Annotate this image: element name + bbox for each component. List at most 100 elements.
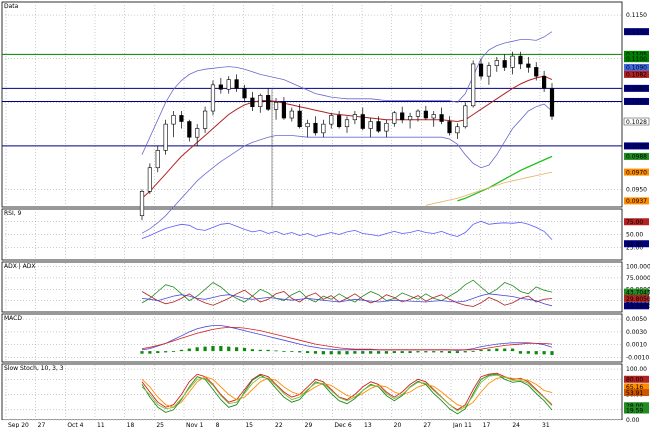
panel-frame-0: [1, 1, 623, 208]
price-tag-box: [624, 152, 649, 160]
x-tick-label: 15: [245, 422, 253, 428]
y-tick-label: 0.00: [626, 417, 640, 424]
candle-body: [337, 115, 342, 128]
candle-body: [218, 84, 223, 90]
candle-body: [187, 121, 192, 138]
candle-body: [439, 114, 444, 122]
stoch-tag: 80.00: [626, 377, 643, 384]
candle-body: [518, 55, 523, 65]
macd-histogram-bar: [432, 351, 436, 353]
macd-histogram-bar: [337, 351, 341, 355]
x-tick-label: 25: [156, 422, 164, 428]
x-tick-label: 27: [423, 422, 431, 428]
macd-histogram-bar: [542, 351, 546, 355]
bollinger-upper-line: [141, 31, 553, 155]
candle-body: [273, 102, 279, 110]
macd-histogram-bar: [250, 349, 254, 352]
candle-body: [329, 115, 334, 125]
macd-histogram-bar: [526, 351, 530, 354]
x-tick-label: 24: [512, 422, 520, 428]
candle-body: [392, 112, 397, 124]
candle-body: [305, 122, 310, 128]
macd-histogram-bar: [305, 351, 310, 354]
candle-body: [226, 79, 231, 90]
macd-histogram-bar: [179, 349, 184, 352]
x-tick-label: Jan 11: [452, 422, 472, 428]
macd-histogram-bar: [219, 346, 223, 352]
price-tag-box: [624, 28, 649, 36]
candle-body: [321, 123, 326, 134]
price-tag-box: [624, 50, 649, 58]
price-tag: 0.1051: [626, 99, 647, 106]
stoch-line-1: [141, 376, 553, 408]
y-tick-label: 25.00: [626, 244, 643, 251]
adx-line-2: [141, 293, 553, 307]
macd-histogram-bar: [455, 351, 459, 354]
macd-histogram-bar: [463, 351, 467, 353]
y-tick-label: -0.0010: [626, 355, 649, 362]
price-tag: 0.0937: [626, 198, 647, 205]
macd-histogram-bar: [440, 351, 444, 353]
macd-histogram-bar: [353, 351, 357, 354]
price-tag: 0.0970: [626, 169, 647, 176]
candle-body: [407, 115, 413, 121]
price-tag: 0.1131: [626, 29, 647, 36]
price-tag: 0.1082: [626, 72, 647, 79]
macd-histogram-bar: [187, 348, 191, 352]
candle-body: [510, 55, 515, 68]
candle-body: [352, 114, 357, 121]
candle-body: [549, 88, 555, 117]
macd-histogram-bar: [369, 351, 373, 354]
candle-body: [526, 63, 531, 68]
y-tick-label: 50.00: [626, 232, 643, 239]
candle-body: [139, 190, 145, 217]
price-tag-box: [624, 168, 649, 176]
rsi-tag: 31.89: [626, 241, 643, 248]
candle-body: [242, 88, 247, 99]
price-tag: 0.1000: [626, 143, 647, 150]
x-tick-label: 29: [305, 422, 313, 428]
x-tick-label: 13: [364, 422, 372, 428]
candle-body: [486, 65, 492, 77]
x-tick-label: 17: [483, 422, 491, 428]
panel-frame-4: [1, 363, 623, 421]
rsi-tag-box: [624, 240, 649, 248]
macd-histogram-bar: [534, 351, 538, 355]
stoch-tag-box: [624, 406, 649, 414]
macd-histogram-bar: [550, 351, 554, 355]
y-tick-label: 0.0010: [626, 342, 647, 349]
candle-body: [384, 122, 389, 132]
x-tick-label: 20: [394, 422, 402, 428]
price-tag: 0.1028: [626, 119, 647, 126]
stoch-tag-box: [624, 402, 649, 410]
candle-body: [431, 114, 436, 119]
candle-body: [455, 126, 460, 134]
y-tick-label: 100.0000: [626, 264, 650, 271]
macd-histogram-bar: [416, 351, 420, 353]
candle-body: [368, 121, 373, 129]
macd-histogram-bar: [258, 349, 262, 352]
macd-histogram-bar: [361, 351, 365, 354]
panel-title-stoch: Slow Stoch, 10, 3, 3: [4, 365, 64, 372]
price-tag-box: [623, 117, 650, 126]
macd-histogram-bar: [321, 351, 325, 355]
price-tag: 0.1100: [626, 56, 647, 63]
price-tag: 0.1090: [626, 65, 647, 72]
y-tick-label: 0.0950: [626, 187, 647, 194]
adx-tag-box: [624, 302, 649, 310]
y-tick-label: 75.0000: [626, 275, 650, 282]
candle-body: [463, 105, 468, 128]
candle-body: [266, 95, 271, 110]
panel-frame-3: [1, 313, 623, 363]
y-tick-label: 0.0030: [626, 329, 647, 336]
macd-histogram-bar: [211, 346, 215, 352]
panel-frame-2: [1, 261, 623, 313]
macd-histogram-bar: [471, 351, 475, 352]
candle-body: [210, 84, 216, 112]
bollinger-lower-line: [141, 103, 553, 234]
candle-body: [534, 67, 539, 77]
candle-body: [494, 60, 499, 66]
candle-body: [250, 97, 255, 107]
